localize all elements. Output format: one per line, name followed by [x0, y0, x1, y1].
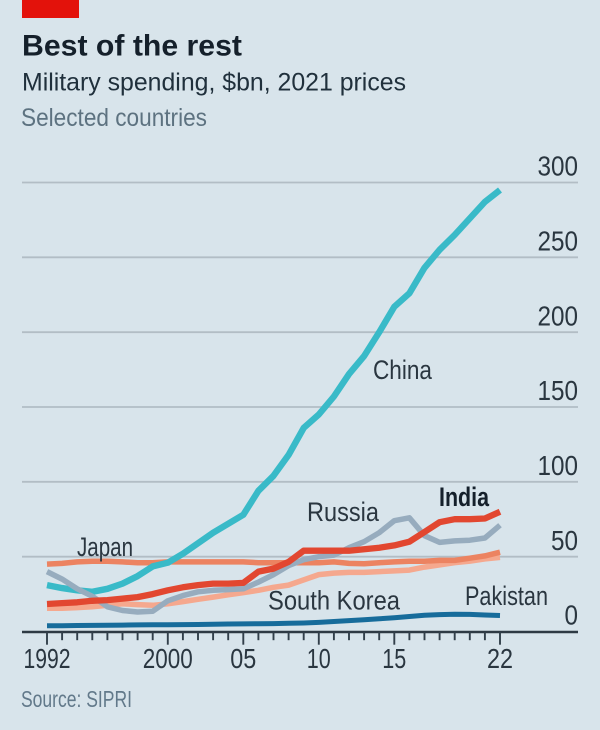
- svg-text:Military spending, $bn, 2021 p: Military spending, $bn, 2021 prices: [22, 69, 406, 97]
- svg-text:150: 150: [538, 375, 579, 406]
- svg-text:1992: 1992: [24, 643, 71, 674]
- svg-text:Source: SIPRI: Source: SIPRI: [21, 686, 132, 712]
- svg-text:0: 0: [565, 600, 579, 631]
- svg-text:22: 22: [487, 643, 513, 674]
- svg-text:100: 100: [538, 450, 579, 481]
- svg-text:Pakistan: Pakistan: [465, 581, 548, 611]
- svg-text:Selected countries: Selected countries: [21, 104, 207, 132]
- svg-text:Japan: Japan: [77, 532, 133, 562]
- svg-text:2000: 2000: [143, 643, 193, 674]
- svg-text:15: 15: [382, 643, 406, 674]
- svg-text:50: 50: [551, 525, 578, 556]
- svg-text:10: 10: [307, 643, 331, 674]
- svg-text:300: 300: [538, 151, 579, 182]
- svg-text:Best of the rest: Best of the rest: [22, 30, 242, 63]
- svg-text:India: India: [439, 482, 489, 512]
- svg-text:South Korea: South Korea: [268, 586, 400, 616]
- svg-text:250: 250: [538, 226, 579, 257]
- svg-text:China: China: [373, 355, 432, 385]
- svg-text:Russia: Russia: [307, 497, 379, 527]
- svg-text:200: 200: [538, 300, 579, 331]
- svg-text:05: 05: [230, 643, 256, 674]
